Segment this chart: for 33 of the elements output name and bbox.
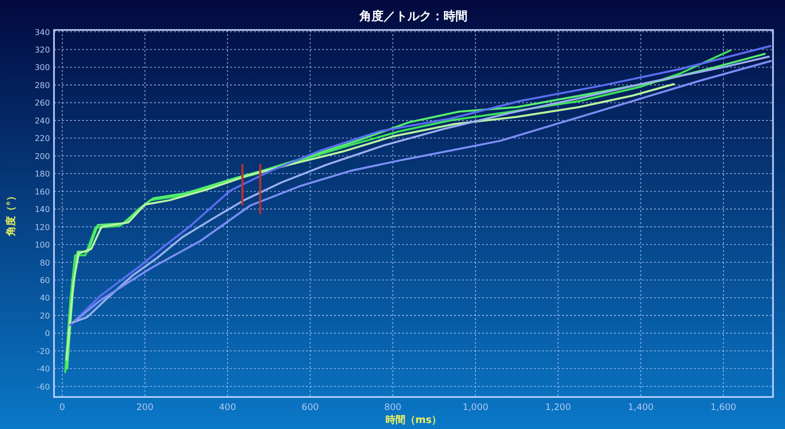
y-tick-label: -60 <box>36 382 50 392</box>
y-tick-label: 240 <box>34 116 50 126</box>
y-tick-label: 20 <box>40 311 50 320</box>
y-tick-label: 40 <box>40 294 50 303</box>
y-tick-label: 0 <box>44 329 50 338</box>
chart-title: 角度／トルク：時間 <box>358 9 468 23</box>
y-tick-label: 300 <box>34 63 50 72</box>
y-tick-label: 260 <box>34 98 50 108</box>
x-tick-label: 800 <box>384 403 402 413</box>
y-tick-label: 220 <box>34 134 50 144</box>
x-tick-label: 1,600 <box>710 403 737 413</box>
y-tick-label: -20 <box>36 346 50 356</box>
y-tick-label: 80 <box>40 258 50 268</box>
y-tick-label: 340 <box>34 28 50 37</box>
x-tick-label: 600 <box>302 403 320 413</box>
y-tick-label: -40 <box>36 364 50 374</box>
x-tick-label: 200 <box>136 403 154 413</box>
y-tick-label: 180 <box>34 170 50 179</box>
y-tick-label: 160 <box>34 187 50 196</box>
y-tick-label: 120 <box>34 222 50 232</box>
y-tick-label: 60 <box>40 276 50 285</box>
y-tick-label: 320 <box>34 46 50 54</box>
y-tick-label: 140 <box>34 205 50 214</box>
x-tick-label: 1,000 <box>462 403 489 413</box>
y-tick-label: 100 <box>34 240 50 250</box>
x-axis-title: 時間（ms） <box>385 414 442 426</box>
x-tick-label: 1,200 <box>545 403 572 413</box>
x-tick-label: 400 <box>218 403 236 413</box>
y-tick-label: 280 <box>34 80 50 90</box>
x-tick-label: 1,400 <box>628 403 654 413</box>
y-tick-label: 200 <box>34 152 50 161</box>
x-tick-label: 0 <box>59 403 66 413</box>
y-axis-title: 角度（°） <box>5 191 17 237</box>
